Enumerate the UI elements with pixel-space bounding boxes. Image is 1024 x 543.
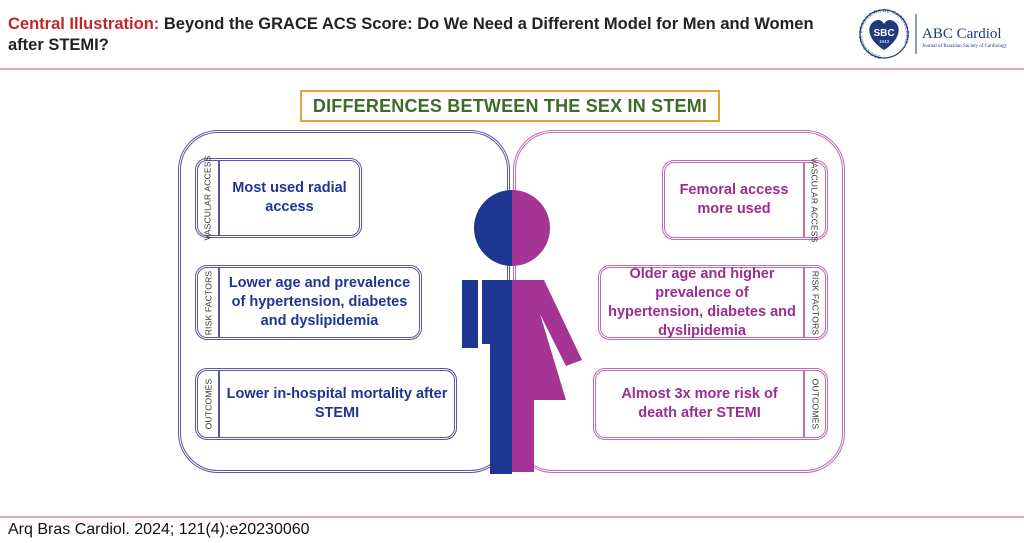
tag-label: OUTCOMES <box>203 378 213 430</box>
male-leg-icon <box>490 344 512 474</box>
journal-name: ABC Cardiol <box>922 26 1002 42</box>
card-text: Femoral access more used <box>679 182 789 217</box>
female-head-icon <box>512 190 550 266</box>
female-half <box>512 190 582 472</box>
card-tag: VASCULAR ACCESS <box>198 155 220 241</box>
male-card-outcomes: OUTCOMES Lower in-hospital mortality aft… <box>195 368 457 440</box>
card-tag: RISK FACTORS <box>198 268 220 337</box>
male-card-risk-factors: RISK FACTORS Lower age and prevalence of… <box>195 265 422 340</box>
female-card-vascular-access: Femoral access more used VASCULAR ACCESS <box>662 157 828 243</box>
diagram-heading-box: DIFFERENCES BETWEEN THE SEX IN STEMI <box>300 90 720 122</box>
tag-label: RISK FACTORS <box>203 270 213 335</box>
male-half <box>462 190 512 474</box>
card-tag: RISK FACTORS <box>803 268 825 337</box>
female-dress-icon <box>512 280 582 400</box>
card-tag: OUTCOMES <box>198 371 220 437</box>
journal-logo: SOCIEDADE BRASILEIRA DE CARDIOLOGIA SBC … <box>858 8 1008 60</box>
card-text: Most used radial access <box>232 180 347 215</box>
seal-year: 1943 <box>879 39 890 44</box>
journal-subtitle: Journal of Brazilian Society of Cardiolo… <box>922 44 1008 49</box>
tag-label: VASCULAR ACCESS <box>810 157 821 243</box>
card-tag: VASCULAR ACCESS <box>803 157 825 243</box>
title-label: Central Illustration: <box>8 15 160 33</box>
card-text: Almost 3x more risk of death after STEMI <box>621 386 778 421</box>
seal-outer-ring <box>859 9 909 59</box>
male-torso-icon <box>482 280 512 344</box>
footer-divider <box>0 516 1024 518</box>
female-card-risk-factors: Older age and higher prevalence of hyper… <box>598 265 828 340</box>
female-leg-icon <box>512 400 534 472</box>
seal-text: SBC <box>873 28 894 39</box>
male-head-icon <box>474 190 512 266</box>
card-text: Lower in-hospital mortality after STEMI <box>226 386 448 421</box>
split-person-figure <box>462 190 582 474</box>
tag-label: VASCULAR ACCESS <box>203 155 214 241</box>
male-card-vascular-access: VASCULAR ACCESS Most used radial access <box>195 155 362 241</box>
card-tag: OUTCOMES <box>803 371 825 437</box>
card-text: Lower age and prevalence of hypertension… <box>228 275 411 329</box>
card-text: Older age and higher prevalence of hyper… <box>608 265 796 339</box>
heart-icon <box>869 20 899 50</box>
citation: Arq Bras Cardiol. 2024; 121(4):e20230060 <box>8 521 310 538</box>
page-title: Central Illustration: Beyond the GRACE A… <box>8 14 848 56</box>
male-arm-icon <box>462 280 478 348</box>
tag-label: OUTCOMES <box>810 378 820 430</box>
tag-label: RISK FACTORS <box>810 270 820 335</box>
diagram-heading: DIFFERENCES BETWEEN THE SEX IN STEMI <box>312 95 708 116</box>
title-text: Beyond the GRACE ACS Score: Do We Need a… <box>8 15 814 54</box>
header-divider <box>0 68 1024 70</box>
header: Central Illustration: Beyond the GRACE A… <box>0 0 1024 68</box>
female-card-outcomes: Almost 3x more risk of death after STEMI… <box>593 368 828 440</box>
